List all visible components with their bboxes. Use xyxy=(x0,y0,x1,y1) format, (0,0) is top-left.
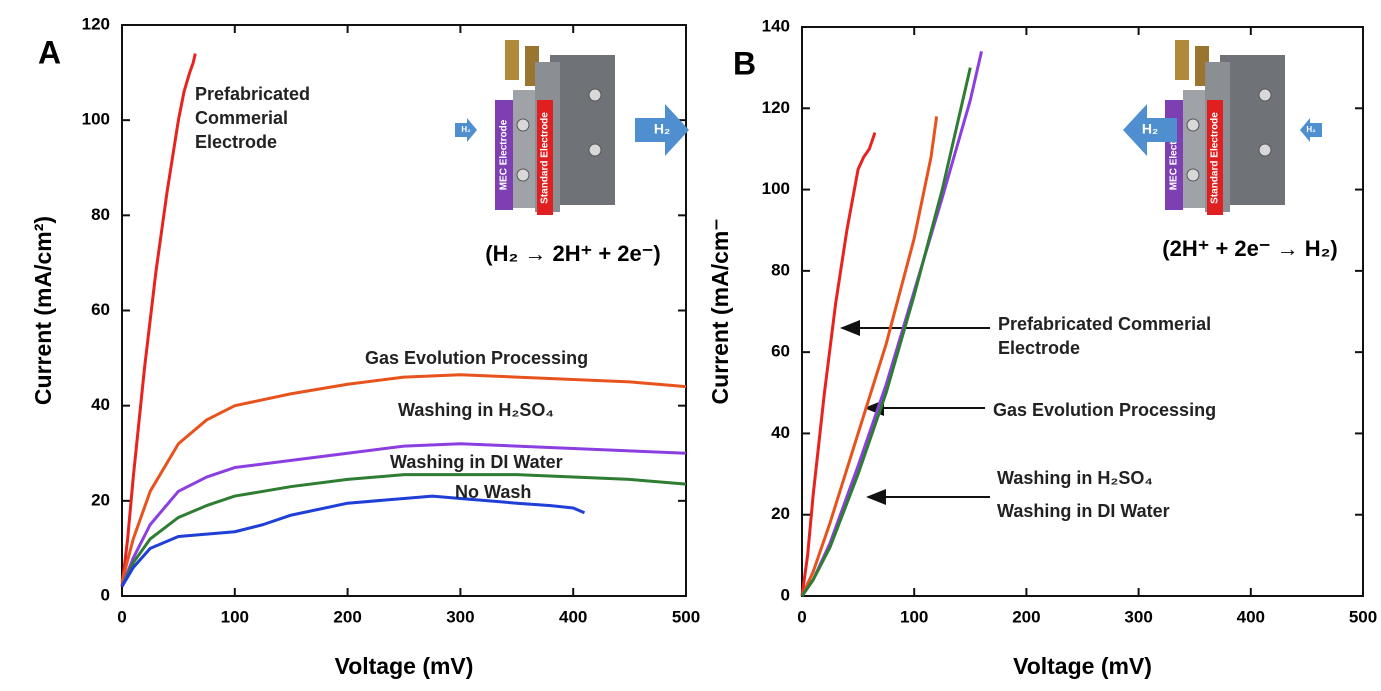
x-axis-label: Voltage (mV) xyxy=(1013,653,1152,679)
series-label: No Wash xyxy=(455,482,532,502)
x-tick-label: 400 xyxy=(1237,607,1265,626)
series-line xyxy=(800,67,972,597)
x-tick-label: 200 xyxy=(333,607,361,626)
plate xyxy=(1220,55,1285,205)
y-tick-label: 20 xyxy=(771,504,790,523)
bolt xyxy=(1258,88,1272,102)
x-tick-label: 300 xyxy=(446,607,474,626)
x-tick-label: 400 xyxy=(559,607,587,626)
electrode-standard xyxy=(537,100,553,215)
x-tick-label: 0 xyxy=(797,607,806,626)
bolt xyxy=(588,88,602,102)
y-tick-label: 140 xyxy=(762,16,790,35)
y-axis-label: Current (mA/cm²) xyxy=(30,216,56,405)
series-label: Washing in H₂SO₄ xyxy=(398,400,554,420)
gas-label: H₂ xyxy=(461,125,471,134)
series-line xyxy=(120,53,197,587)
panel-label: A xyxy=(38,34,61,70)
plot-frame xyxy=(801,26,1364,597)
x-tick-label: 100 xyxy=(900,607,928,626)
device-label: Standard Electrode xyxy=(540,112,551,204)
gas-label: H₂ xyxy=(654,121,670,137)
gas-label: H₂ xyxy=(1306,125,1316,134)
x-axis-label: Voltage (mV) xyxy=(335,653,474,679)
y-tick-label: 20 xyxy=(91,490,110,509)
panel-label: B xyxy=(733,45,756,81)
y-tick-label: 120 xyxy=(82,14,110,33)
plate xyxy=(550,55,615,205)
gas-arrow xyxy=(1123,104,1177,156)
series-label: Prefabricated Commerial Electrode xyxy=(998,314,1212,358)
series-label: Gas Evolution Processing xyxy=(365,348,589,368)
equation: (H₂ → 2H⁺ + 2e⁻) xyxy=(485,241,660,266)
series-line xyxy=(120,442,687,588)
series-label: Washing in H₂SO₄ xyxy=(997,468,1153,488)
series-label: Washing in DI Water xyxy=(390,452,563,472)
y-tick-label: 60 xyxy=(91,300,110,319)
bolt xyxy=(588,143,602,157)
gas-arrow xyxy=(1300,118,1322,142)
series-line xyxy=(800,116,939,597)
device-label: Standard Electrode xyxy=(1210,112,1221,204)
electrode-standard xyxy=(1207,100,1223,215)
gas-label: H₂ xyxy=(1142,121,1158,137)
equation: (2H⁺ + 2e⁻ → H₂) xyxy=(1162,236,1337,261)
gas-arrow xyxy=(635,104,689,156)
y-tick-label: 80 xyxy=(91,205,110,224)
gas-arrow xyxy=(455,118,477,142)
x-tick-label: 200 xyxy=(1012,607,1040,626)
plate xyxy=(513,90,535,208)
series-line xyxy=(120,494,586,588)
y-tick-label: 80 xyxy=(771,260,790,279)
y-tick-label: 120 xyxy=(762,98,790,117)
y-tick-label: 40 xyxy=(771,423,790,442)
series-label: Prefabricated Commerial Electrode xyxy=(195,84,311,152)
series-label: Washing in DI Water xyxy=(997,501,1170,521)
series-line xyxy=(120,473,687,588)
tab xyxy=(1175,40,1189,80)
plate xyxy=(1183,90,1205,208)
device-label: MEC Electrode xyxy=(1169,119,1180,190)
x-tick-label: 0 xyxy=(117,607,126,626)
bolt xyxy=(516,168,530,182)
y-tick-label: 40 xyxy=(91,395,110,414)
y-tick-label: 100 xyxy=(82,110,110,129)
bolt xyxy=(1258,143,1272,157)
series-label: Gas Evolution Processing xyxy=(993,400,1217,420)
series-line xyxy=(120,373,687,583)
bolt xyxy=(1186,168,1200,182)
y-tick-label: 100 xyxy=(762,179,790,198)
y-tick-label: 0 xyxy=(101,585,110,604)
x-tick-label: 500 xyxy=(1349,607,1377,626)
x-tick-label: 300 xyxy=(1124,607,1152,626)
bolt xyxy=(516,118,530,132)
y-tick-label: 0 xyxy=(781,585,790,604)
series-line xyxy=(800,132,877,597)
electrode-mec xyxy=(495,100,513,210)
bolt xyxy=(1186,118,1200,132)
x-tick-label: 500 xyxy=(672,607,700,626)
y-tick-label: 60 xyxy=(771,342,790,361)
tab xyxy=(505,40,519,80)
device-label: MEC Electrode xyxy=(499,119,510,190)
y-axis-label: Current (mA/cm⁻ xyxy=(707,219,733,405)
x-tick-label: 100 xyxy=(221,607,249,626)
